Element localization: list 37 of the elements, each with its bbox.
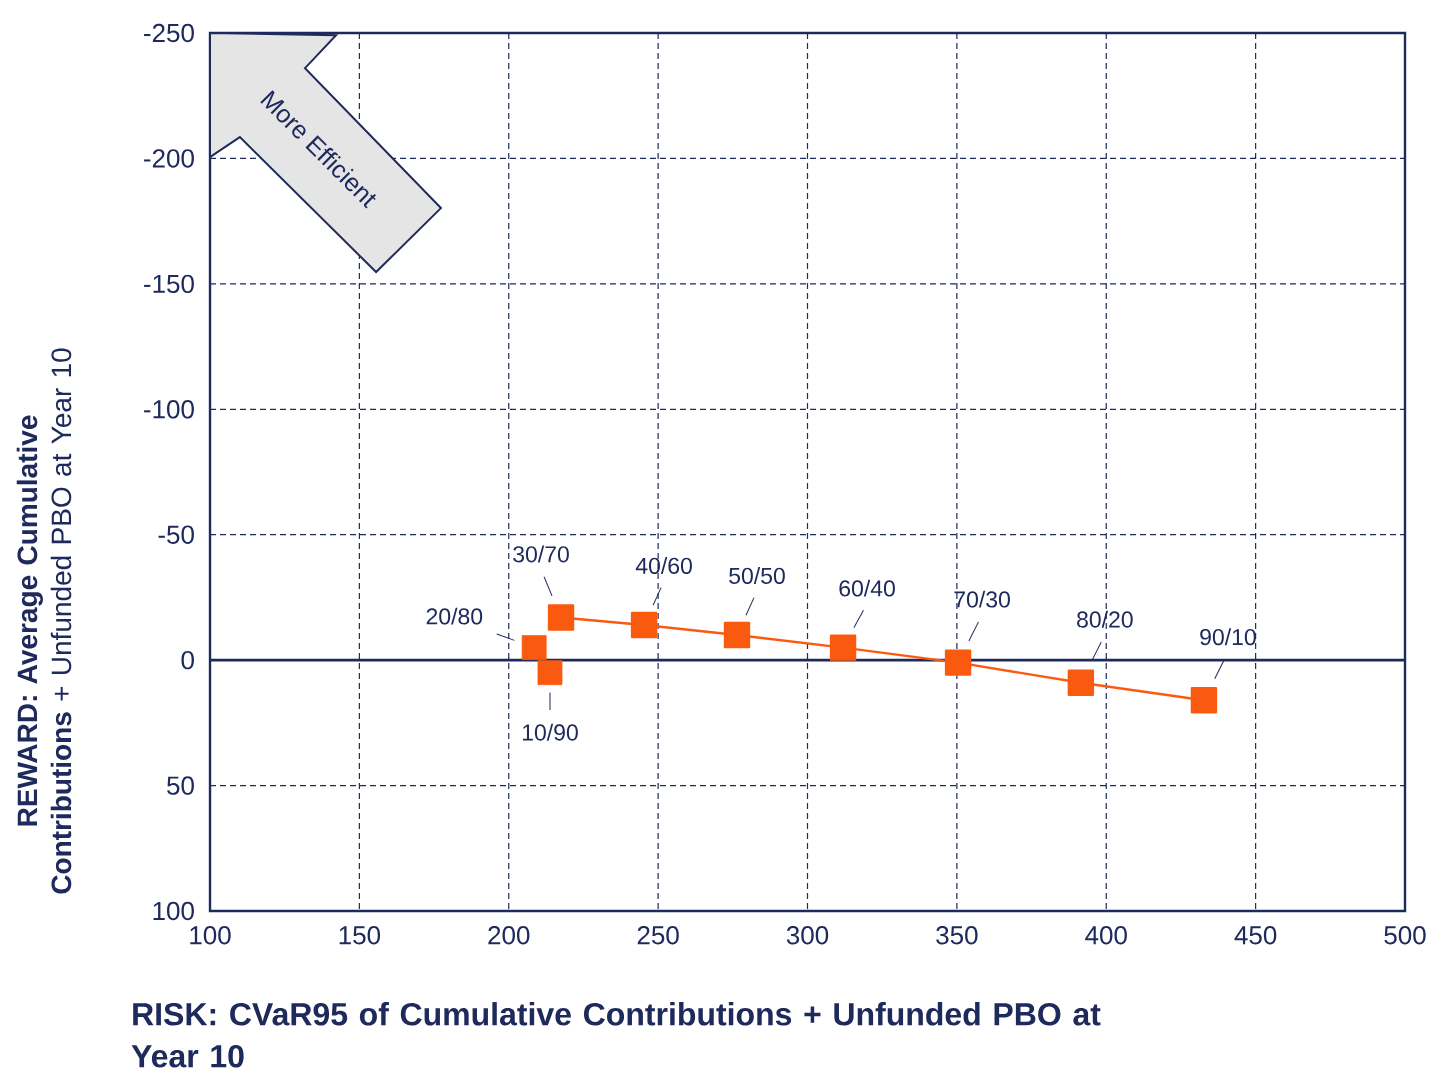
annotation: 30/70 (513, 545, 569, 563)
point (1067, 669, 1095, 696)
x-axis-title: RISK: CVaR95 of Cumulative Contributions + Unfunded PBO at Year 10 (131, 1002, 1101, 1068)
annotation: 10/90 (522, 723, 578, 741)
point (723, 621, 751, 649)
annotation: 50/50 (729, 567, 785, 584)
x-tick-label: 150 (339, 926, 381, 945)
point (944, 649, 972, 676)
y-tick-label: -100 (144, 400, 194, 419)
y-tick-label: 0 (181, 650, 194, 670)
x-tick-label: 350 (936, 926, 978, 945)
x-tick-label: 100 (190, 926, 231, 945)
annotation: 60/40 (839, 579, 895, 597)
annotation: 20/80 (426, 607, 483, 625)
y-tick-label: -200 (144, 149, 194, 168)
point (829, 634, 857, 661)
y-tick-label: -50 (158, 525, 194, 544)
y-tick-label: -250 (144, 23, 194, 43)
point (1190, 687, 1218, 714)
x-tick-label: 200 (488, 926, 530, 945)
y-axis-title: REWARD: Average Cumulative Contributions + Unfunded PBO at Year 10 (16, 348, 72, 894)
annotation: 70/30 (954, 590, 1010, 608)
x-tick-label: 400 (1085, 926, 1127, 945)
x-tick-label: 450 (1234, 926, 1277, 945)
x-tick-label: 300 (786, 926, 829, 945)
annotation: 80/20 (1077, 610, 1133, 628)
x-tick-label: 250 (637, 926, 679, 945)
x-tick-label: 500 (1384, 926, 1426, 945)
point (521, 635, 547, 660)
y-tick-label: -150 (144, 274, 194, 294)
point (537, 660, 563, 686)
point (630, 611, 658, 639)
y-tick-label: 100 (153, 901, 194, 921)
annotation: 90/10 (1200, 628, 1256, 646)
point (547, 604, 575, 631)
y-tick-label: 50 (167, 776, 194, 795)
annotation: 40/60 (635, 557, 692, 574)
